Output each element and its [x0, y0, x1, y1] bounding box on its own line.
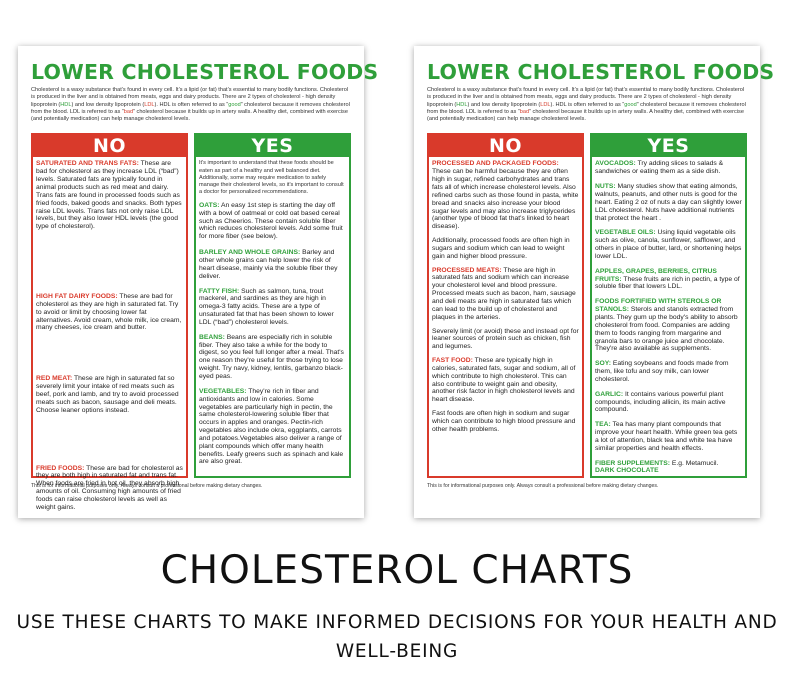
no-header: NO [33, 135, 186, 158]
yes-header: YES [196, 135, 349, 158]
subtitle: USE THESE CHARTS TO MAKE INFORMED DECISI… [16, 612, 778, 662]
list-item: NUTS: Many studies show that eating almo… [595, 183, 742, 222]
list-item: Fast foods are often high in sodium and … [432, 410, 576, 433]
list-item: APPLES, GRAPES, BERRIES, CITRUS FRUITS: … [595, 267, 740, 291]
list-item: RED MEAT: These are high in saturated fa… [36, 375, 179, 414]
list-item: FIBER SUPPLEMENTS: E.g. Metamucil. [595, 459, 719, 467]
yes-intro: It's important to understand that these … [199, 160, 344, 195]
list-item: PROCESSED AND PACKAGED FOODS: These can … [432, 160, 579, 231]
yes-column: YES It's important to understand that th… [194, 133, 351, 479]
chart-sheet-left: LOWER CHOLESTEROL FOODS Cholesterol is a… [18, 46, 379, 518]
yes-header: YES [592, 135, 745, 158]
disclaimer: This is for informational purposes only.… [427, 483, 659, 490]
no-header: NO [429, 135, 582, 158]
list-item: BEANS: Beans are especially rich in solu… [199, 333, 344, 380]
disclaimer: This is for informational purposes only.… [31, 483, 263, 490]
list-item: Additionally, processed foods are often … [432, 237, 570, 260]
yes-column: YES AVOCADOS: Try adding slices to salad… [590, 133, 747, 479]
list-item: SATURATED AND TRANS FATS: These are bad … [36, 160, 182, 231]
no-column: NO PROCESSED AND PACKAGED FOODS: These c… [427, 133, 584, 479]
list-item: FOODS FORTIFIED WITH STEROLS OR STANOLS:… [595, 298, 738, 353]
list-item: GARLIC: It contains various powerful pla… [595, 390, 726, 414]
list-item: VEGETABLE OILS: Using liquid vegetable o… [595, 229, 742, 260]
sheet-title: LOWER CHOLESTEROL FOODS [427, 60, 775, 84]
list-item: HIGH FAT DAIRY FOODS: These are bad for … [36, 293, 182, 332]
chart-sheet-right: LOWER CHOLESTEROL FOODS Cholesterol is a… [414, 46, 775, 518]
intro-paragraph: Cholesterol is a waxy substance that’s f… [31, 87, 350, 123]
list-item: FRIED FOODS: These are bad for cholester… [36, 464, 183, 511]
list-item: Severely limit (or avoid) these and inst… [432, 327, 579, 351]
list-item: DARK CHOCOLATE [595, 467, 659, 475]
list-item: PROCESSED MEATS: These are high in satur… [432, 266, 576, 321]
sheet-title: LOWER CHOLESTEROL FOODS [31, 60, 379, 84]
list-item: OATS: An easy 1st step is starting the d… [199, 201, 343, 241]
intro-paragraph: Cholesterol is a waxy substance that’s f… [427, 87, 746, 123]
list-item: FATTY FISH: Such as salmon, tuna, trout … [199, 287, 334, 326]
list-item: SOY: Eating soybeans and foods made from… [595, 360, 729, 383]
list-item: BARLEY AND WHOLE GRAINS: Barley and othe… [199, 249, 338, 280]
list-item: TEA: Tea has many plant compounds that i… [595, 421, 738, 452]
list-item: FAST FOOD: These are typically high in c… [432, 357, 576, 404]
main-title: CHOLESTEROL CHARTS [160, 548, 634, 593]
no-column: NO SATURATED AND TRANS FATS: These are b… [31, 133, 188, 511]
list-item: VEGETABLES: They're rich in fiber and an… [199, 387, 344, 466]
list-item: AVOCADOS: Try adding slices to salads & … [595, 160, 724, 176]
